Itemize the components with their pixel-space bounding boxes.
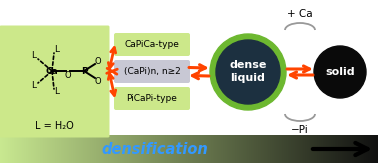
Text: L = H₂O: L = H₂O: [35, 121, 74, 131]
FancyBboxPatch shape: [0, 25, 110, 138]
Text: (CaPi)n, n≥2: (CaPi)n, n≥2: [124, 67, 180, 76]
Text: dense: dense: [229, 60, 267, 70]
Text: CaPiCa-type: CaPiCa-type: [125, 40, 180, 49]
FancyBboxPatch shape: [114, 33, 190, 56]
Text: O: O: [94, 76, 101, 86]
Text: solid: solid: [325, 67, 355, 77]
Text: liquid: liquid: [231, 73, 265, 83]
Text: L: L: [54, 88, 59, 96]
Circle shape: [210, 34, 286, 110]
Text: L: L: [31, 52, 37, 60]
Text: −Pi: −Pi: [291, 125, 309, 135]
Text: O: O: [65, 72, 71, 81]
Text: L: L: [54, 45, 59, 54]
Text: O: O: [94, 57, 101, 66]
FancyBboxPatch shape: [114, 87, 190, 110]
Text: L: L: [31, 82, 37, 90]
FancyBboxPatch shape: [114, 60, 190, 83]
Circle shape: [314, 46, 366, 98]
Text: P: P: [81, 67, 87, 75]
Text: Ca: Ca: [46, 67, 58, 75]
Text: + Ca: + Ca: [287, 9, 313, 19]
Text: PiCaPi-type: PiCaPi-type: [127, 94, 177, 103]
Text: densification: densification: [102, 141, 208, 156]
Circle shape: [216, 40, 280, 104]
